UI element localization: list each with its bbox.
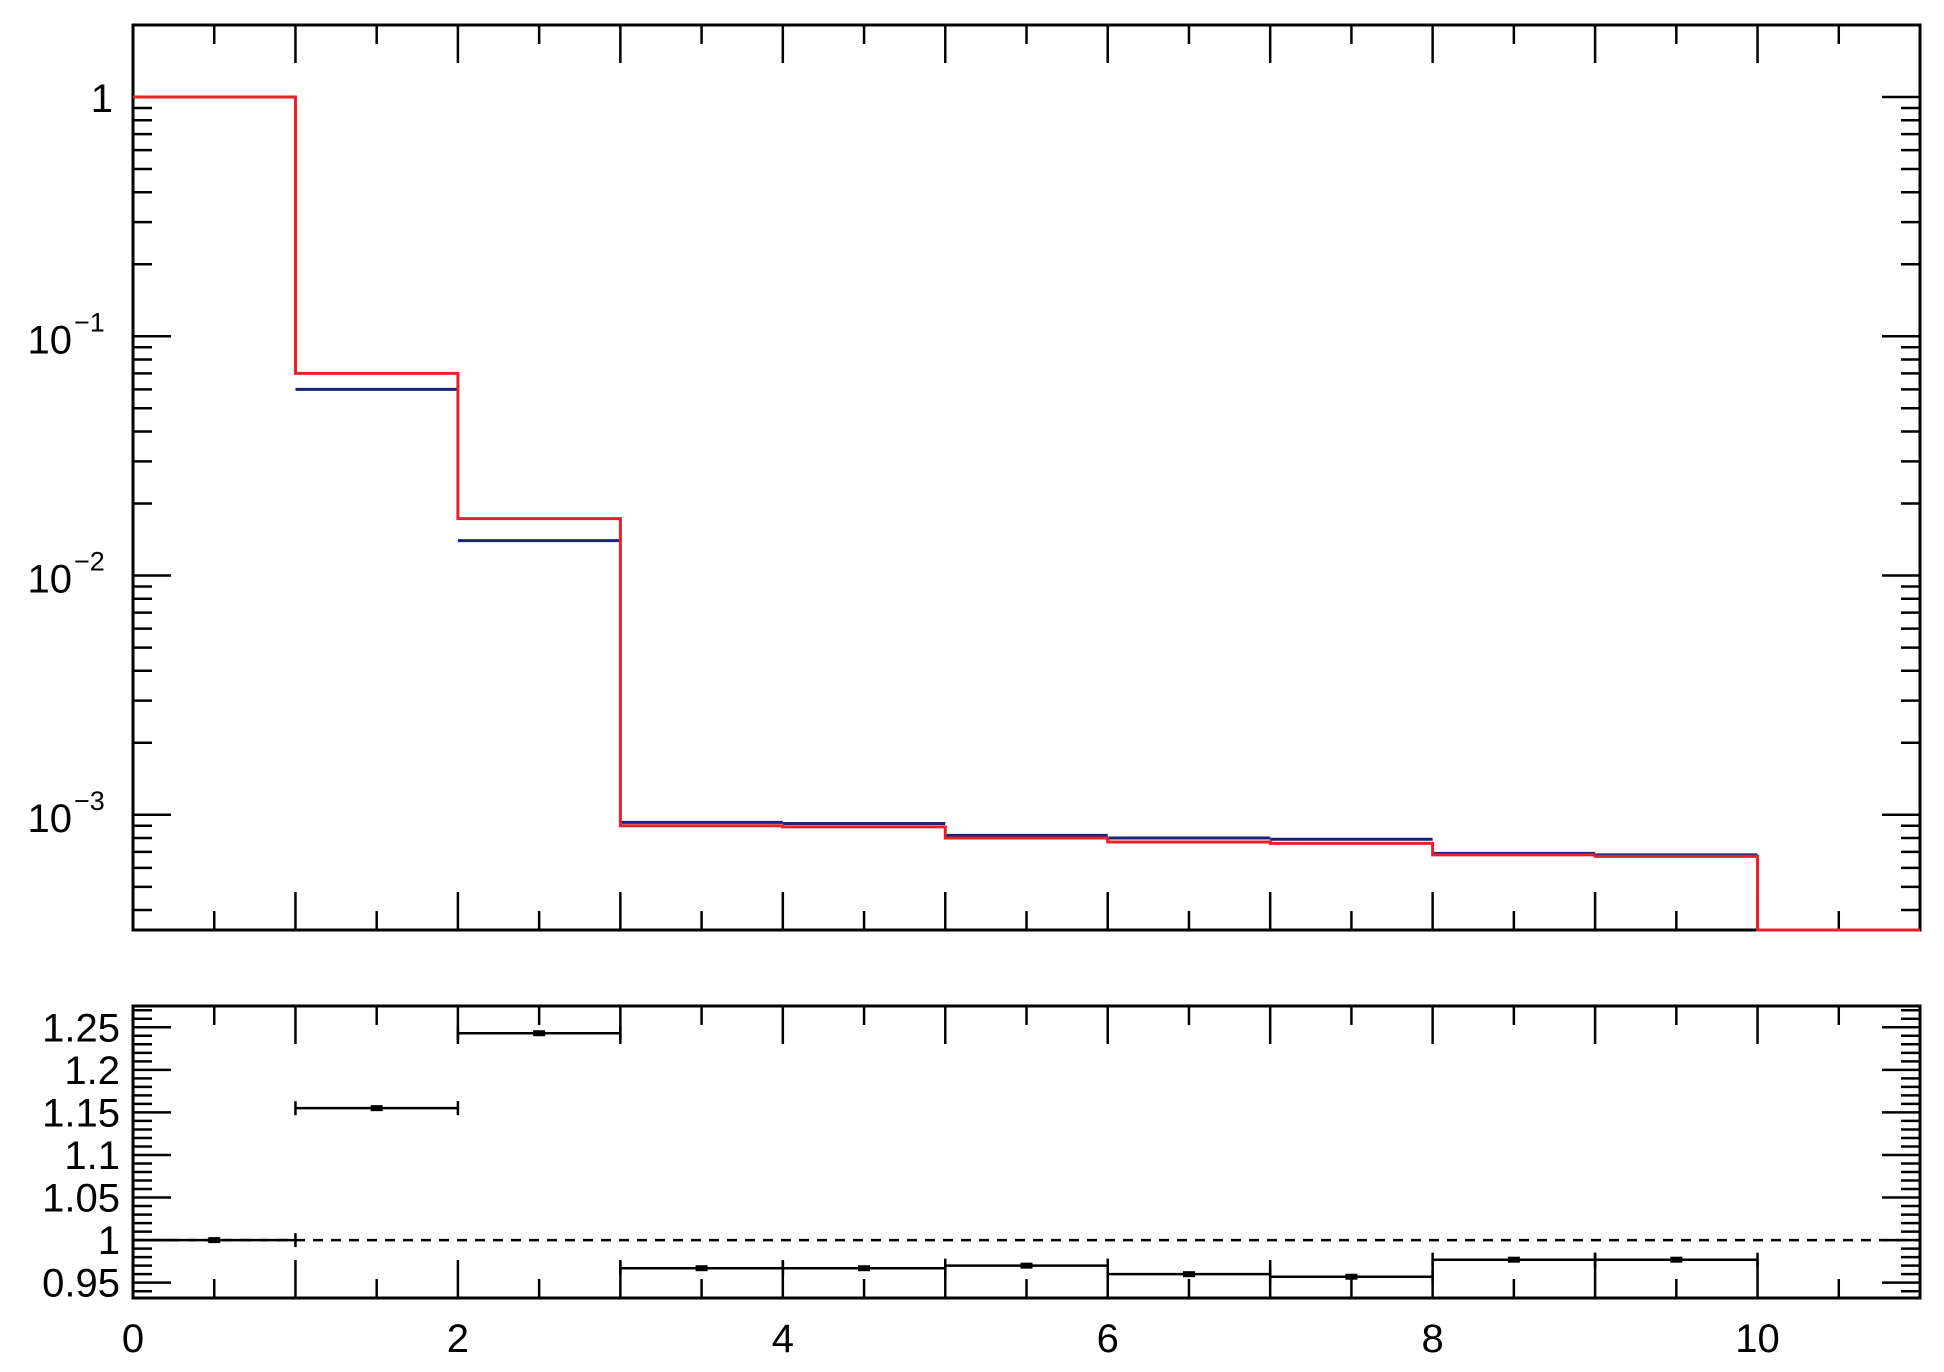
ratio-plot-frame [131, 1004, 1922, 1300]
ratio-point [944, 1258, 1109, 1273]
ratio-y-tick-label: 1 [98, 1219, 120, 1263]
ratio-marker [695, 1265, 708, 1272]
ratio-marker [370, 1105, 383, 1112]
y-tick-label-exponent: −3 [74, 786, 105, 816]
ratio-point [1431, 1252, 1597, 1267]
y-tick-label-power: 10 −2 [28, 547, 105, 602]
top-panel: 110−110−210−3 [28, 23, 1922, 932]
y-tick-label-power: 10 −1 [28, 307, 105, 362]
ratio-y-tick-label: 0.95 [42, 1262, 120, 1306]
x-tick-label: 8 [1422, 1317, 1444, 1361]
ratio-marker [1670, 1256, 1683, 1263]
series-1 [133, 95, 1920, 932]
ratio-point [781, 1261, 947, 1276]
ratio-marker [1345, 1273, 1358, 1280]
ratio-point [456, 1026, 622, 1041]
x-tick-label: 0 [122, 1317, 144, 1361]
ratio-marker [533, 1030, 546, 1037]
y-tick-label-exponent: −1 [74, 307, 105, 337]
y-tick-label-base: 10 [28, 797, 73, 841]
ratio-y-tick-label: 1.2 [64, 1049, 120, 1093]
ratio-y-tick-label: 1.1 [64, 1134, 120, 1178]
ratio-marker [208, 1237, 221, 1244]
x-tick-label: 4 [772, 1317, 794, 1361]
ratio-marker [1020, 1262, 1033, 1269]
top-plot-frame [131, 23, 1922, 932]
ratio-marker [1507, 1256, 1520, 1263]
ratio-point [294, 1101, 460, 1116]
y-tick-label-power: 10 −3 [28, 786, 105, 841]
ratio-marker [1182, 1271, 1195, 1278]
x-tick-label: 6 [1097, 1317, 1119, 1361]
ratio-marker [858, 1265, 871, 1272]
ratio-point [131, 1233, 297, 1248]
ratio-point [619, 1261, 785, 1276]
y-tick-label-base: 10 [28, 558, 73, 602]
ratio-point [1593, 1252, 1759, 1267]
x-tick-label: 2 [447, 1317, 469, 1361]
series-0 [133, 95, 1758, 857]
x-tick-label: 10 [1735, 1317, 1780, 1361]
histogram-step-line [133, 95, 1920, 932]
y-tick-label-base: 10 [28, 318, 73, 362]
y-tick-label-exponent: −2 [74, 547, 105, 577]
ratio-y-tick-label: 1.25 [42, 1006, 120, 1050]
ratio-y-tick-label: 1.15 [42, 1091, 120, 1135]
ratio-point [1268, 1269, 1434, 1284]
y-tick-label: 1 [91, 77, 113, 121]
ratio-y-tick-label: 1.05 [42, 1177, 120, 1221]
